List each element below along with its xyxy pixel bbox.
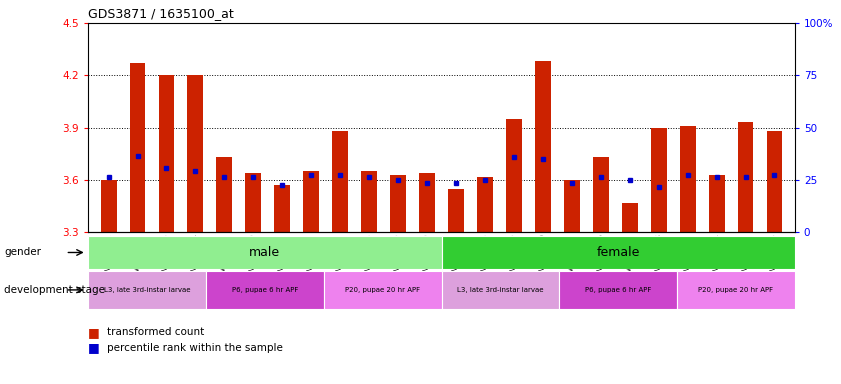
Text: ■: ■ — [88, 326, 104, 339]
Bar — [130, 63, 145, 232]
Bar — [766, 131, 782, 232]
Bar — [621, 203, 637, 232]
Text: L3, late 3rd-instar larvae: L3, late 3rd-instar larvae — [104, 287, 190, 293]
Bar — [246, 173, 262, 232]
Bar — [442, 236, 795, 269]
Bar — [442, 271, 559, 309]
Bar — [680, 126, 696, 232]
Bar — [361, 171, 377, 232]
Text: male: male — [249, 246, 281, 259]
Bar — [738, 122, 754, 232]
Text: GDS3871 / 1635100_at: GDS3871 / 1635100_at — [88, 7, 234, 20]
Bar — [563, 180, 579, 232]
Bar — [535, 61, 551, 232]
Text: P20, pupae 20 hr APF: P20, pupae 20 hr APF — [345, 287, 420, 293]
Bar — [88, 236, 442, 269]
Bar — [477, 177, 493, 232]
Bar — [709, 175, 725, 232]
Text: development stage: development stage — [4, 285, 105, 295]
Bar — [324, 271, 442, 309]
Text: ■: ■ — [88, 341, 104, 354]
Bar — [559, 271, 677, 309]
Text: percentile rank within the sample: percentile rank within the sample — [107, 343, 283, 353]
Text: gender: gender — [4, 247, 41, 258]
Bar — [651, 128, 667, 232]
Text: L3, late 3rd-instar larvae: L3, late 3rd-instar larvae — [458, 287, 543, 293]
Bar — [216, 157, 232, 232]
Bar — [506, 119, 522, 232]
Bar — [332, 131, 348, 232]
Bar — [593, 157, 609, 232]
Bar — [158, 75, 174, 232]
Bar — [274, 185, 290, 232]
Bar — [304, 171, 320, 232]
Text: P6, pupae 6 hr APF: P6, pupae 6 hr APF — [232, 287, 298, 293]
Text: P6, pupae 6 hr APF: P6, pupae 6 hr APF — [585, 287, 651, 293]
Text: female: female — [596, 246, 640, 259]
Bar — [101, 180, 117, 232]
Bar — [390, 175, 406, 232]
Bar — [188, 75, 204, 232]
Bar — [419, 173, 435, 232]
Text: transformed count: transformed count — [107, 327, 204, 337]
Bar — [448, 189, 464, 232]
Text: P20, pupae 20 hr APF: P20, pupae 20 hr APF — [698, 287, 774, 293]
Bar — [677, 271, 795, 309]
Bar — [206, 271, 324, 309]
Bar — [88, 271, 206, 309]
